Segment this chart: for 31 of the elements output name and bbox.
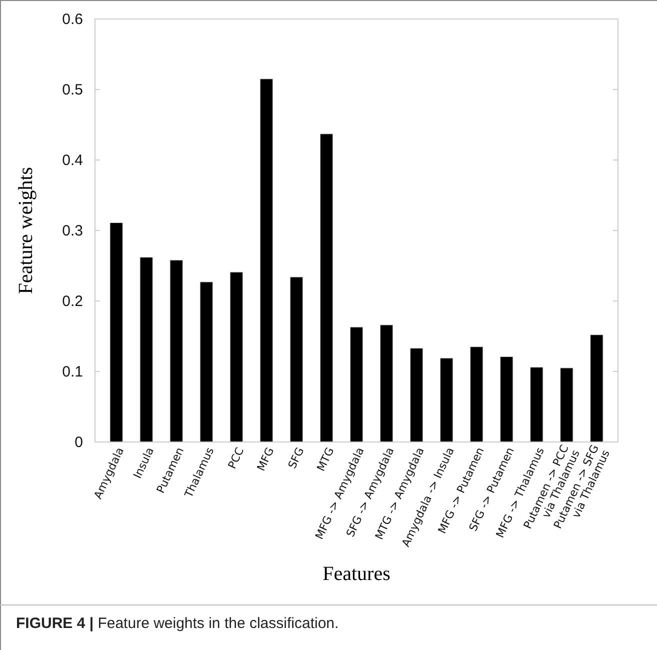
x-tick-label: MTG	[314, 445, 337, 474]
bar	[140, 257, 153, 442]
y-tick-label: 0.5	[62, 81, 83, 98]
bar	[260, 78, 273, 442]
bar	[170, 260, 183, 442]
y-tick-label: 0.6	[62, 10, 83, 28]
bar	[290, 276, 304, 442]
y-axis-title: Feature weights	[15, 166, 37, 294]
bar	[560, 368, 574, 442]
bar	[200, 282, 213, 442]
y-tick-label: 0.1	[62, 363, 83, 380]
bar	[470, 346, 484, 442]
bar	[350, 326, 364, 442]
y-tick-label: 0.4	[62, 152, 83, 169]
bar	[320, 134, 334, 442]
x-tick-label: PCC	[226, 445, 247, 471]
y-tick-label: 0.2	[62, 292, 83, 310]
x-tick-label: MFG	[254, 445, 277, 473]
bar	[530, 367, 544, 442]
bar	[410, 348, 424, 442]
bar	[230, 272, 243, 442]
bar	[440, 358, 454, 442]
y-tick-label: 0	[74, 434, 83, 451]
bar	[380, 324, 394, 442]
x-axis-title: Features	[322, 563, 391, 585]
bar	[110, 222, 123, 442]
x-tick-label: SFG	[286, 445, 307, 471]
bar	[500, 356, 514, 442]
y-tick-label: 0.3	[62, 222, 83, 240]
caption: FIGURE 4 | Feature weights in the classification.	[16, 615, 339, 632]
bar	[590, 334, 604, 442]
